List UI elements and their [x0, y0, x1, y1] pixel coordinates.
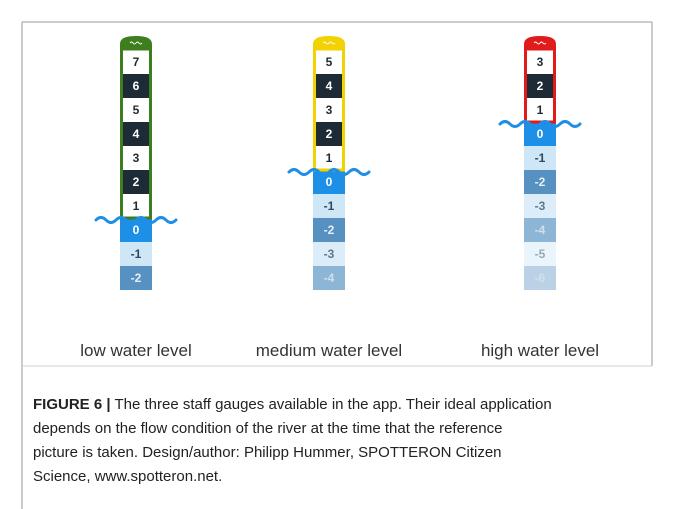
segment-label: -4 — [324, 271, 335, 285]
gauge-segment — [313, 266, 345, 290]
segment-label: 7 — [133, 55, 140, 69]
segment-label: 4 — [326, 79, 333, 93]
water-wave — [94, 216, 178, 224]
gauge-segment — [120, 266, 152, 290]
segment-label: 6 — [133, 79, 140, 93]
gauge-segment — [313, 146, 345, 170]
segment-label: -6 — [535, 271, 546, 285]
gauge-label: high water level — [481, 341, 599, 360]
gauge-segment — [120, 74, 152, 98]
gauge-segment — [313, 50, 345, 74]
cap-wave — [129, 41, 143, 45]
gauge-segment — [313, 194, 345, 218]
segment-label: 1 — [133, 199, 140, 213]
segment-label: 3 — [537, 55, 544, 69]
segment-label: -3 — [535, 199, 546, 213]
segment-label: 1 — [537, 103, 544, 117]
caption-line: FIGURE 6 | The three staff gauges availa… — [33, 396, 552, 413]
segment-label: -3 — [324, 247, 335, 261]
segment-label: 2 — [326, 127, 333, 141]
gauge-segment — [524, 98, 556, 122]
caption-line: depends on the flow condition of the riv… — [33, 420, 502, 437]
gauge-segment — [524, 194, 556, 218]
segment-label: 3 — [326, 103, 333, 117]
caption-label: FIGURE 6 | — [33, 396, 111, 413]
gauge-segment — [120, 170, 152, 194]
gauge-segment — [120, 194, 152, 218]
gauge-segment — [524, 146, 556, 170]
segment-label: -5 — [535, 247, 546, 261]
segment-label: 4 — [133, 127, 140, 141]
gauge-segment — [524, 170, 556, 194]
segment-label: 0 — [133, 223, 140, 237]
caption-line: picture is taken. Design/author: Philipp… — [33, 444, 502, 461]
segment-label: 0 — [537, 127, 544, 141]
gauge-segment — [313, 218, 345, 242]
segment-label: -2 — [131, 271, 142, 285]
water-wave — [287, 168, 371, 176]
segment-label: 2 — [537, 79, 544, 93]
gauge-segment — [313, 74, 345, 98]
segment-label: 5 — [133, 103, 140, 117]
gauge-segment — [524, 50, 556, 74]
segment-label: 5 — [326, 55, 333, 69]
caption-text: The three staff gauges available in the … — [114, 396, 551, 413]
segment-label: -2 — [535, 175, 546, 189]
gauge-segment — [120, 50, 152, 74]
gauge-segment — [120, 122, 152, 146]
gauge-label: medium water level — [256, 341, 402, 360]
segment-label: -1 — [535, 151, 546, 165]
gauge-segment — [313, 242, 345, 266]
segment-label: -4 — [535, 223, 546, 237]
gauge-segment — [524, 74, 556, 98]
gauge-segment — [120, 146, 152, 170]
segment-label: 3 — [133, 151, 140, 165]
gauge-segment — [524, 218, 556, 242]
segment-label: 0 — [326, 175, 333, 189]
gauge-segment — [120, 242, 152, 266]
cap-wave — [322, 41, 336, 45]
gauge-segment — [313, 122, 345, 146]
gauge-segment — [313, 98, 345, 122]
cap-wave — [533, 41, 547, 45]
gauge-segment — [120, 98, 152, 122]
segment-label: -1 — [324, 199, 335, 213]
segment-label: 1 — [326, 151, 333, 165]
gauge-label: low water level — [80, 341, 192, 360]
caption-line: Science, www.spotteron.net. — [33, 468, 222, 485]
segment-label: -1 — [131, 247, 142, 261]
gauge-segment — [524, 242, 556, 266]
segment-label: -2 — [324, 223, 335, 237]
water-wave — [498, 120, 582, 128]
gauge-segment — [524, 266, 556, 290]
segment-label: 2 — [133, 175, 140, 189]
